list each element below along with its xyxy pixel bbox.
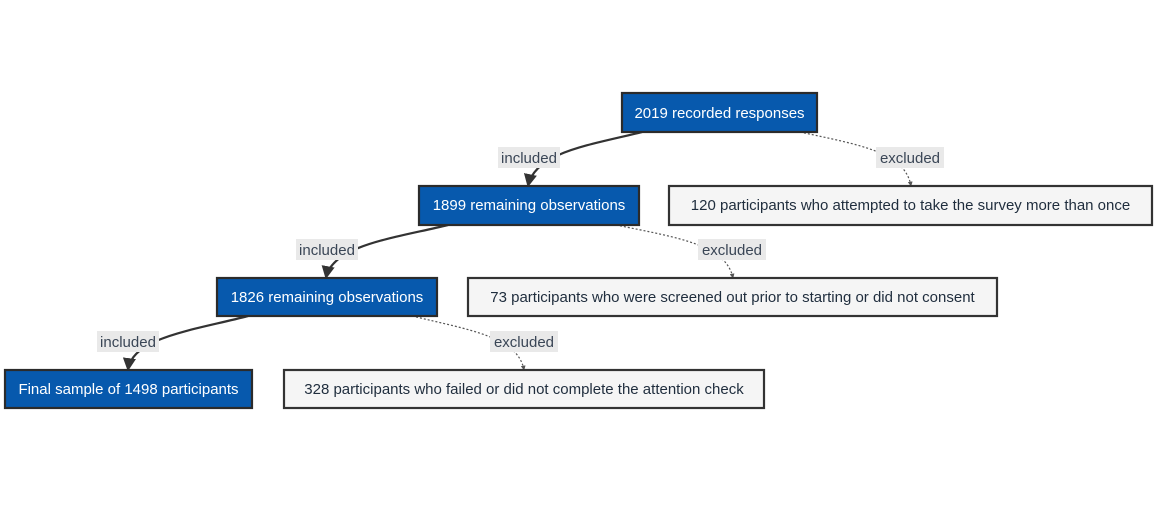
svg-text:excluded: excluded (702, 242, 762, 259)
edge-1899-to-1826 (321, 223, 449, 280)
svg-text:120 participants who attempted: 120 participants who attempted to take t… (691, 197, 1130, 214)
svg-text:excluded: excluded (880, 150, 940, 167)
svg-text:included: included (299, 242, 355, 259)
edge-1826-to-final (122, 314, 249, 372)
svg-text:excluded: excluded (494, 334, 554, 351)
node-final-sample: Final sample of 1498 participants (3, 368, 254, 410)
edge-label-excluded-3: excluded (490, 331, 558, 352)
edge-label-included-2: included (296, 239, 358, 260)
edge-1899-to-ex73 (615, 224, 735, 279)
edge-label-excluded-1: excluded (876, 147, 944, 168)
node-excluded-328: 328 participants who failed or did not c… (282, 368, 766, 410)
svg-text:1826 remaining observations: 1826 remaining observations (231, 289, 424, 306)
node-excluded-120: 120 participants who attempted to take t… (667, 184, 1154, 227)
node-1826-remaining-observations: 1826 remaining observations (215, 276, 439, 318)
svg-text:73 participants who were scree: 73 participants who were screened out pr… (490, 289, 975, 306)
svg-text:included: included (501, 150, 557, 167)
svg-text:included: included (100, 334, 156, 351)
svg-text:328 participants who failed or: 328 participants who failed or did not c… (304, 381, 744, 398)
svg-text:2019 recorded responses: 2019 recorded responses (634, 105, 804, 122)
node-excluded-73: 73 participants who were screened out pr… (466, 276, 999, 318)
node-2019-recorded-responses: 2019 recorded responses (620, 91, 819, 134)
edge-2019-to-1899 (523, 130, 643, 188)
edge-label-included-3: included (97, 331, 159, 352)
edge-label-included-1: included (498, 147, 560, 168)
edge-label-excluded-2: excluded (698, 239, 766, 260)
node-1899-remaining-observations: 1899 remaining observations (417, 184, 641, 227)
svg-text:Final sample of 1498 participa: Final sample of 1498 participants (18, 381, 238, 398)
svg-text:1899 remaining observations: 1899 remaining observations (433, 197, 626, 214)
